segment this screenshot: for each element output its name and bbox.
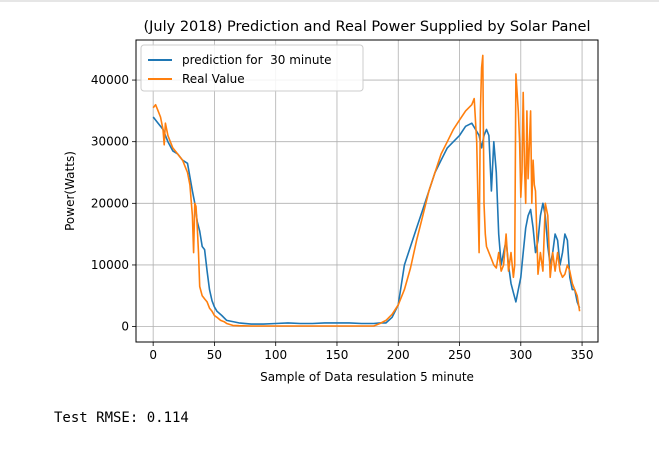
y-tick-label: 10000 — [91, 258, 129, 272]
real-value-series-line — [152, 54, 581, 327]
test-rmse-output: Test RMSE: 0.114 — [54, 410, 189, 426]
x-tick-label: 250 — [448, 348, 471, 362]
x-tick-label: 350 — [571, 348, 594, 362]
legend: prediction for 30 minute Real Value — [140, 44, 364, 92]
legend-label-real: Real Value — [182, 72, 245, 86]
y-axis-label: Power(Watts) — [63, 151, 77, 231]
plot-frame — [135, 39, 599, 343]
x-tick-label: 200 — [387, 348, 410, 362]
x-tick-label: 150 — [326, 348, 349, 362]
y-tick-label: 30000 — [91, 135, 129, 149]
prediction-series-line — [152, 116, 581, 325]
x-tick-label: 300 — [509, 348, 532, 362]
x-ticks: 0 50 100 150 200 250 300 350 — [149, 342, 594, 362]
top-divider — [0, 0, 659, 2]
series-lines — [152, 54, 581, 327]
y-tick-label: 0 — [121, 320, 129, 334]
x-axis-label: Sample of Data resulation 5 minute — [260, 370, 474, 384]
y-tick-label: 40000 — [91, 73, 129, 87]
x-tick-label: 0 — [149, 348, 157, 362]
y-tick-label: 20000 — [91, 196, 129, 210]
legend-box — [140, 44, 364, 92]
line-chart: 0 50 100 150 200 250 300 350 0 10000 20000 30000 40… — [63, 19, 599, 384]
x-tick-label: 50 — [207, 348, 222, 362]
chart-title: (July 2018) Prediction and Real Power Su… — [143, 19, 590, 35]
y-ticks: 0 10000 20000 30000 40000 — [91, 73, 136, 334]
legend-label-prediction: prediction for 30 minute — [182, 53, 332, 67]
x-tick-label: 100 — [264, 348, 287, 362]
